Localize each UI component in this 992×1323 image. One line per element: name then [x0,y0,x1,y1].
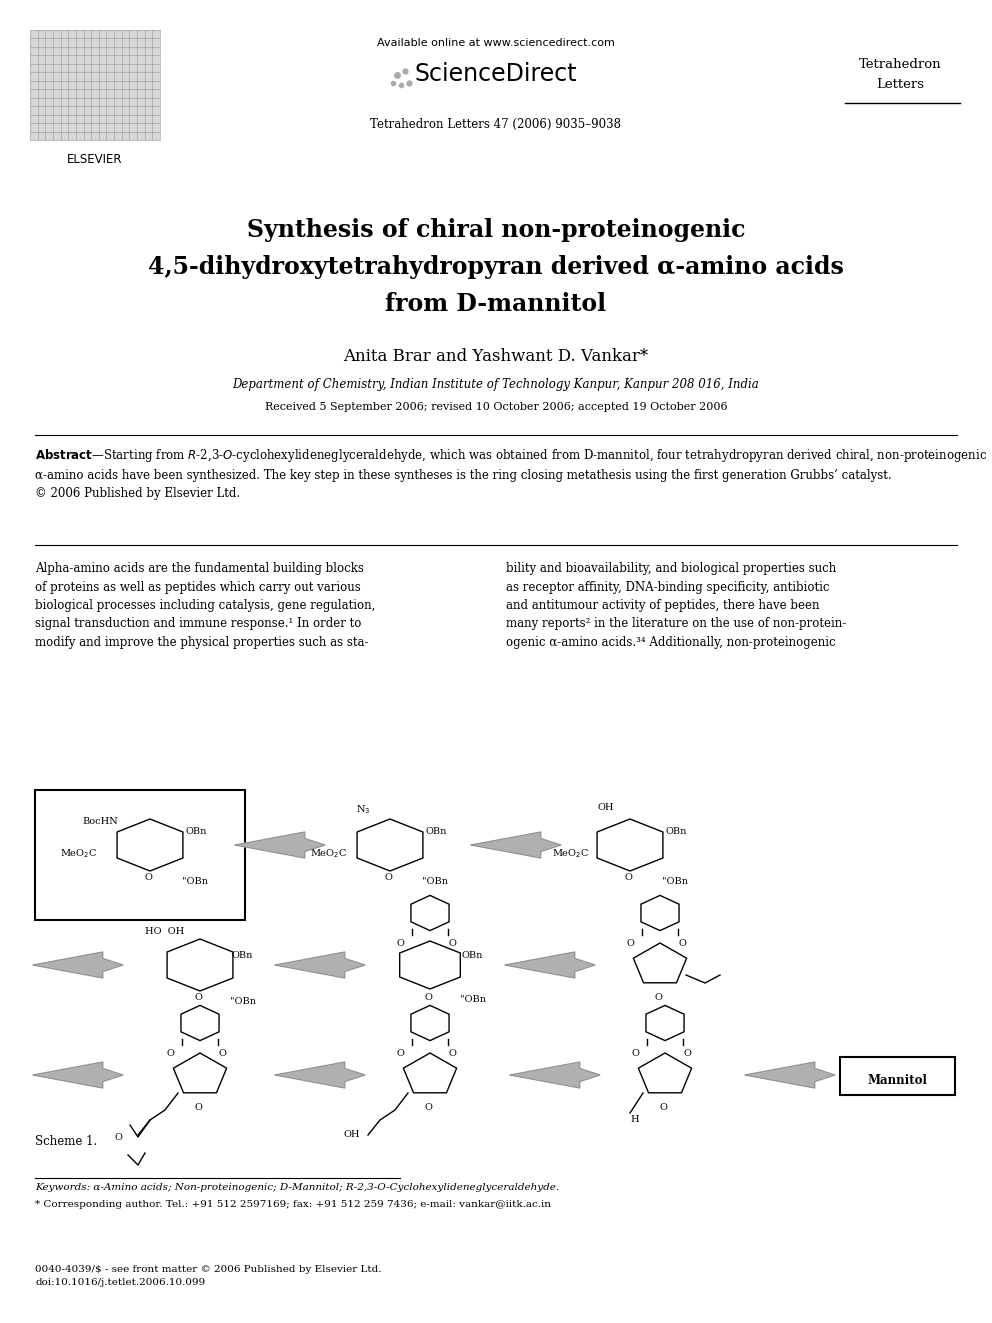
Text: Mannitol: Mannitol [867,1074,927,1088]
Text: Anita Brar and Yashwant D. Vankar*: Anita Brar and Yashwant D. Vankar* [343,348,649,365]
Text: 0040-4039/$ - see front matter © 2006 Published by Elsevier Ltd.
doi:10.1016/j.t: 0040-4039/$ - see front matter © 2006 Pu… [35,1265,382,1287]
Text: 4,5-dihydroxytetrahydropyran derived α-amino acids: 4,5-dihydroxytetrahydropyran derived α-a… [148,255,844,279]
Text: H: H [631,1115,639,1125]
Text: O: O [626,939,634,949]
Text: bility and bioavailability, and biological properties such
as receptor affinity,: bility and bioavailability, and biologic… [506,562,846,650]
Polygon shape [471,832,561,859]
Text: "OBn: "OBn [460,995,486,1004]
Text: O: O [424,994,432,1002]
Text: "OBn: "OBn [662,877,688,886]
Text: O: O [396,939,404,949]
Text: O: O [448,939,456,949]
Bar [35,790,245,919]
Polygon shape [505,953,595,978]
Text: MeO$_2$C: MeO$_2$C [310,847,347,860]
Text: N$_3$: N$_3$ [356,803,370,816]
Text: $\mathbf{Abstract}$—Starting from $\it{R}$-2,3-$\it{O}$-cyclohexylideneglycerald: $\mathbf{Abstract}$—Starting from $\it{R… [35,447,987,500]
Polygon shape [33,953,123,978]
Text: O: O [424,1103,432,1113]
Text: BocHN: BocHN [82,818,118,826]
Text: from D-mannitol: from D-mannitol [386,292,606,316]
Polygon shape [745,1062,835,1088]
Text: O: O [396,1049,404,1058]
Text: HO  OH: HO OH [145,927,185,935]
Text: OBn: OBn [185,827,206,836]
Text: Scheme 1.: Scheme 1. [35,1135,97,1148]
Text: ScienceDirect: ScienceDirect [415,62,577,86]
Polygon shape [235,832,325,859]
Bar [840,1057,955,1095]
Text: MeO$_2$C: MeO$_2$C [60,847,97,860]
Text: "OBn: "OBn [182,877,208,886]
Text: O: O [194,1103,202,1113]
Text: * Corresponding author. Tel.: +91 512 2597169; fax: +91 512 259 7436; e-mail: va: * Corresponding author. Tel.: +91 512 25… [35,1200,551,1209]
Text: "OBn: "OBn [422,877,448,886]
Text: O: O [194,994,202,1002]
Polygon shape [510,1062,600,1088]
Text: O: O [448,1049,456,1058]
Polygon shape [275,1062,365,1088]
Text: Alpha-amino acids are the fundamental building blocks
of proteins as well as pep: Alpha-amino acids are the fundamental bu… [35,562,375,650]
Text: O: O [631,1049,639,1058]
Text: O: O [659,1103,667,1113]
Text: OBn: OBn [665,827,686,836]
Text: "OBn: "OBn [230,998,256,1005]
Text: O: O [683,1049,691,1058]
Text: OBn: OBn [462,951,483,960]
Text: MeO$_2$C: MeO$_2$C [552,847,589,860]
Text: Keywords: α-Amino acids; Non-proteinogenic; D-Mannitol; R-2,3-O-Cyclohexylideneg: Keywords: α-Amino acids; Non-proteinogen… [35,1183,559,1192]
Text: OH: OH [344,1130,360,1139]
Text: OBn: OBn [425,827,446,836]
Text: O: O [624,873,632,882]
Text: Received 5 September 2006; revised 10 October 2006; accepted 19 October 2006: Received 5 September 2006; revised 10 Oc… [265,402,727,411]
Polygon shape [33,1062,123,1088]
Text: O: O [218,1049,226,1058]
Text: O: O [384,873,392,882]
Polygon shape [275,953,365,978]
Text: Synthesis of chiral non-proteinogenic: Synthesis of chiral non-proteinogenic [247,218,745,242]
Text: O: O [144,873,152,882]
Text: Department of Chemistry, Indian Institute of Technology Kanpur, Kanpur 208 016, : Department of Chemistry, Indian Institut… [233,378,759,392]
Text: Tetrahedron: Tetrahedron [859,58,941,71]
Text: O: O [114,1132,122,1142]
Text: O: O [654,994,662,1002]
Text: Available online at www.sciencedirect.com: Available online at www.sciencedirect.co… [377,38,615,48]
Text: Tetrahedron Letters 47 (2006) 9035–9038: Tetrahedron Letters 47 (2006) 9035–9038 [370,118,622,131]
Bar [30,30,160,140]
Text: O: O [679,939,685,949]
Text: O: O [166,1049,174,1058]
Text: ELSEVIER: ELSEVIER [67,153,123,165]
Text: Letters: Letters [876,78,924,91]
Text: OH: OH [598,803,614,812]
Text: OBn: OBn [232,951,253,960]
